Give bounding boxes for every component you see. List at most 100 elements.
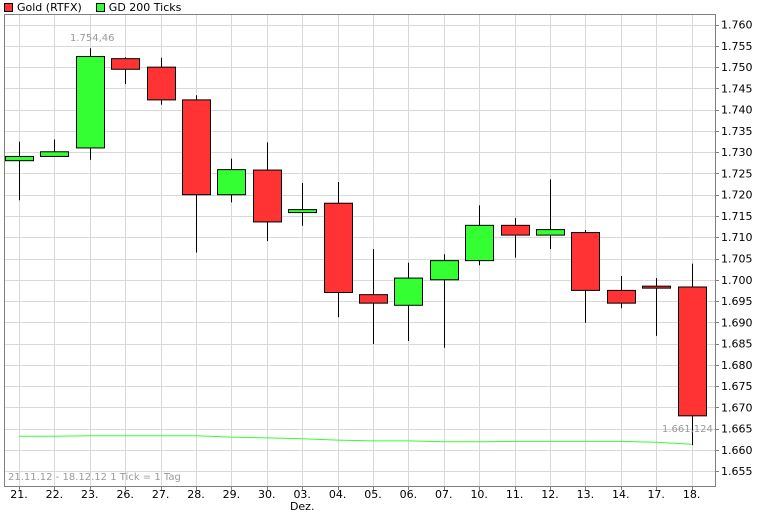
- candle: [501, 218, 530, 258]
- y-tick-label: 1.750: [721, 61, 753, 74]
- candle: [76, 48, 105, 160]
- y-tick-label: 1.690: [721, 316, 753, 329]
- candle: [324, 181, 353, 318]
- candle-body: [571, 232, 600, 291]
- candle: [536, 179, 565, 250]
- x-tick-label: 22.: [46, 488, 64, 501]
- candle: [182, 95, 211, 253]
- y-tick-label: 1.755: [721, 40, 753, 53]
- high-annotation: 1.754,46: [70, 33, 115, 44]
- candle: [394, 262, 423, 341]
- x-tick-label: 21.: [10, 488, 28, 501]
- candle-body: [678, 286, 707, 417]
- candle-body: [359, 294, 388, 304]
- x-tick-label: 17.: [647, 488, 665, 501]
- candle-body: [5, 155, 34, 162]
- candle-body: [324, 202, 353, 294]
- x-tick-label: 04.: [329, 488, 347, 501]
- x-axis: 21. 22. 23. 26. 27. 28. 29. 30. 03. 04. 05. 06. 07. 1…: [10, 486, 700, 513]
- candle-body: [607, 289, 636, 304]
- legend-label-ma: GD 200 Ticks: [108, 0, 182, 14]
- x-tick-label: 13.: [577, 488, 595, 501]
- x-tick-label: 06.: [400, 488, 418, 501]
- candle: [571, 230, 600, 323]
- x-tick-label: 28.: [187, 488, 205, 501]
- legend: Gold (RTFX) GD 200 Ticks: [0, 0, 191, 14]
- x-tick-label: 05.: [364, 488, 382, 501]
- candle-body: [182, 99, 211, 196]
- legend-swatch-ma: [95, 2, 105, 12]
- x-tick-label: 11.: [506, 488, 524, 501]
- y-tick-label: 1.725: [721, 167, 753, 180]
- candle: [359, 249, 388, 344]
- x-tick-label: 12.: [541, 488, 559, 501]
- candle: [642, 278, 671, 336]
- candle: [111, 57, 140, 85]
- low-annotation: 1.661,124: [662, 424, 713, 435]
- x-tick-label: 29.: [223, 488, 241, 501]
- candle-body: [76, 56, 105, 149]
- legend-label-gold: Gold (RTFX): [17, 0, 82, 14]
- candle: [430, 254, 459, 348]
- candle-body: [253, 169, 282, 223]
- y-tick-label: 1.745: [721, 82, 753, 95]
- candle-body: [111, 58, 140, 70]
- y-tick-label: 1.675: [721, 380, 753, 393]
- candle-body: [642, 285, 671, 289]
- moving-average-line: [19, 435, 692, 445]
- legend-item-gold: Gold (RTFX): [4, 1, 82, 14]
- x-tick-label: 03.: [293, 488, 311, 501]
- y-tick-label: 1.735: [721, 125, 753, 138]
- y-tick-label: 1.740: [721, 104, 753, 117]
- y-axis: 1.655 1.660 1.665 1.670 1.675 1.680 1.685 1.690…: [715, 19, 753, 478]
- y-tick-label: 1.680: [721, 359, 753, 372]
- y-tick-label: 1.655: [721, 465, 753, 478]
- y-tick-label: 1.660: [721, 444, 753, 457]
- candles-layer: [5, 48, 707, 446]
- y-tick-label: 1.730: [721, 146, 753, 159]
- footnote: 21.11.12 - 18.12.12 1 Tick = 1 Tag: [8, 472, 181, 483]
- candle: [288, 182, 317, 226]
- y-tick-label: 1.700: [721, 274, 753, 287]
- grid: [4, 14, 715, 486]
- candle-body: [430, 260, 459, 281]
- candle: [465, 205, 494, 266]
- y-tick-label: 1.695: [721, 295, 753, 308]
- candle-body: [147, 66, 176, 101]
- candle: [5, 141, 34, 201]
- y-tick-label: 1.760: [721, 19, 753, 32]
- y-tick-label: 1.715: [721, 210, 753, 223]
- candle: [40, 139, 69, 157]
- candle-body: [536, 229, 565, 236]
- y-tick-label: 1.720: [721, 189, 753, 202]
- candle-body: [40, 151, 69, 157]
- x-tick-label: 10.: [470, 488, 488, 501]
- candle: [253, 142, 282, 242]
- y-tick-label: 1.710: [721, 231, 753, 244]
- y-tick-label: 1.705: [721, 253, 753, 266]
- x-tick-label: 23.: [81, 488, 99, 501]
- legend-swatch-gold: [4, 2, 13, 12]
- x-tick-label: 26.: [116, 488, 134, 501]
- candle: [147, 57, 176, 105]
- y-tick-label: 1.670: [721, 401, 753, 414]
- legend-item-ma: GD 200 Ticks: [95, 0, 182, 14]
- x-tick-label: 07.: [435, 488, 453, 501]
- y-tick-label: 1.685: [721, 338, 753, 351]
- x-tick-label: 30.: [258, 488, 276, 501]
- plot-frame: [4, 14, 716, 487]
- x-tick-label: 18.: [683, 488, 701, 501]
- candle-body: [394, 277, 423, 306]
- candle-body: [465, 224, 494, 262]
- candle-body: [501, 224, 530, 236]
- x-tick-label: 14.: [612, 488, 630, 501]
- y-tick-label: 1.665: [721, 423, 753, 436]
- month-label: Dez.: [290, 500, 315, 513]
- candle-body: [217, 169, 246, 196]
- x-tick-label: 27.: [152, 488, 170, 501]
- candle: [217, 158, 246, 203]
- candle-body: [288, 209, 317, 214]
- candle: [678, 263, 707, 446]
- moving-average-layer: [19, 435, 692, 445]
